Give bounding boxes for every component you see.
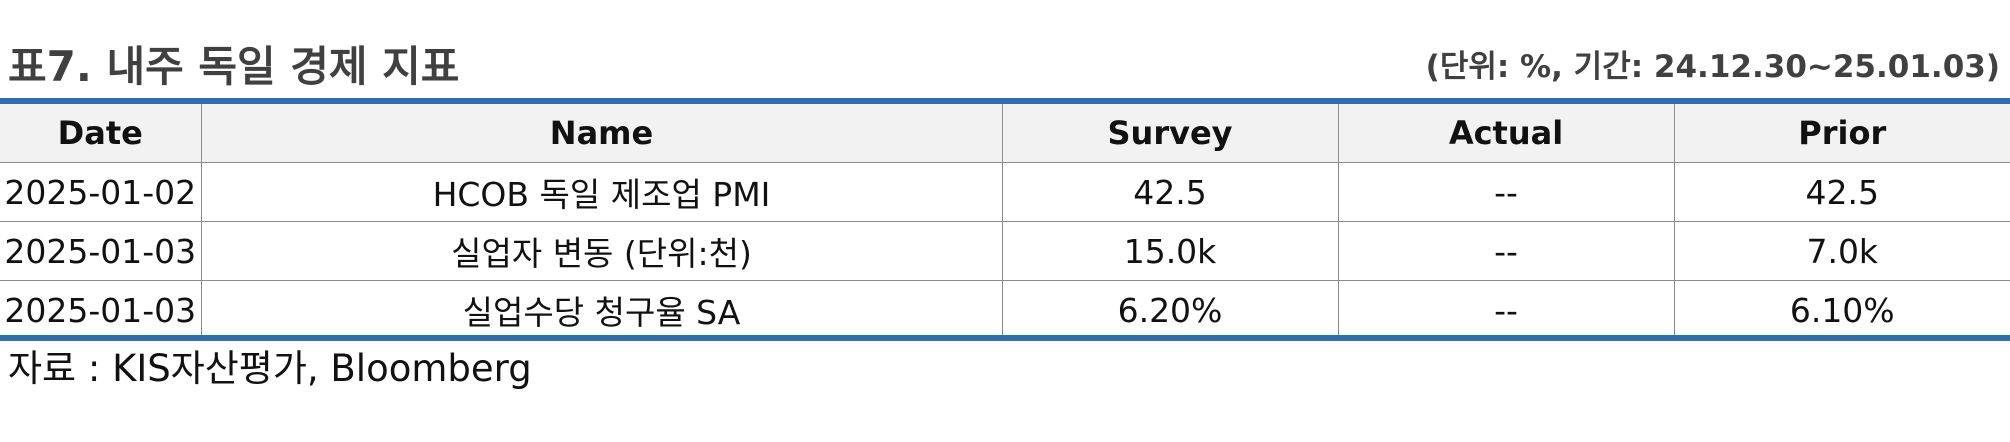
cell-survey: 15.0k xyxy=(1002,221,1339,281)
column-header-prior: Prior xyxy=(1674,104,2010,163)
table-row: 2025-01-02 HCOB 독일 제조업 PMI 42.5 -- 42.5 xyxy=(0,162,2010,222)
cell-actual: -- xyxy=(1338,162,1675,222)
cell-prior: 6.10% xyxy=(1789,290,1895,330)
cell-prior: 7.0k xyxy=(1674,221,2010,281)
column-header-survey: Survey xyxy=(1002,104,1339,163)
cell-name: 실업수당 청구율 SA xyxy=(201,280,1003,339)
column-header-actual: Actual xyxy=(1338,104,1675,163)
cell-name: HCOB 독일 제조업 PMI xyxy=(201,162,1003,222)
cell-date: 2025-01-02 xyxy=(0,162,202,222)
table-row: 2025-01-03 실업자 변동 (단위:천) 15.0k -- 7.0k xyxy=(0,221,2010,281)
cell-prior: 42.5 xyxy=(1674,162,2010,222)
unit-period-note: (단위: %, 기간: 24.12.30~25.01.03) xyxy=(1425,49,2000,85)
cell-actual: -- xyxy=(1338,221,1675,281)
cell-survey: 6.20% xyxy=(1002,280,1339,339)
bottom-rule xyxy=(0,335,2010,341)
top-rule xyxy=(0,98,2010,104)
column-header-name: Name xyxy=(201,104,1003,163)
cell-date: 2025-01-03 xyxy=(0,221,202,281)
cell-date: 2025-01-03 xyxy=(0,280,202,339)
indicator-table: Date Name Survey Actual Prior 2025-01-02… xyxy=(0,104,2010,339)
source-note: 자료 : KIS자산평가, Bloomberg xyxy=(8,347,532,390)
table-row: 2025-01-03 실업수당 청구율 SA 6.20% -- 6.10% xyxy=(0,280,2010,339)
cell-actual: -- xyxy=(1338,280,1675,339)
header-row: Date Name Survey Actual Prior xyxy=(0,104,2010,163)
cell-name: 실업자 변동 (단위:천) xyxy=(201,221,1003,281)
table-title: 표7. 내주 독일 경제 지표 xyxy=(8,42,460,91)
cell-survey: 42.5 xyxy=(1002,162,1339,222)
title-row: 표7. 내주 독일 경제 지표 (단위: %, 기간: 24.12.30~25.… xyxy=(0,40,2010,94)
column-header-date: Date xyxy=(0,104,202,163)
